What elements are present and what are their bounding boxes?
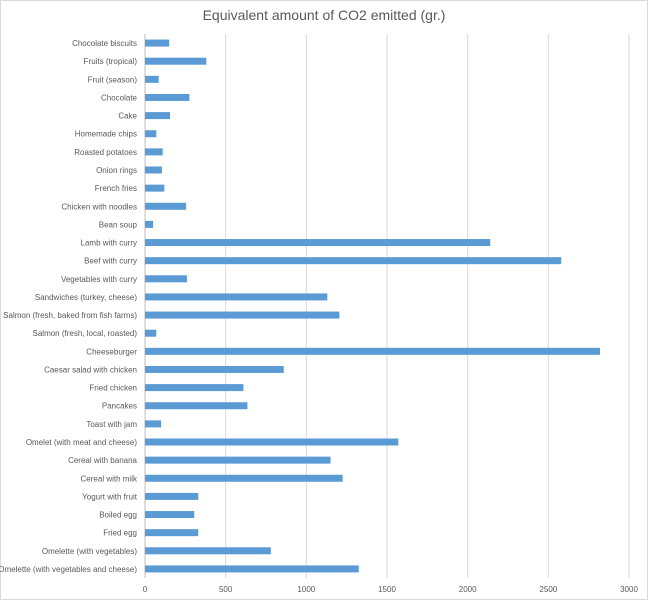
category-label: Cheeseburger — [86, 347, 137, 356]
bar — [145, 148, 163, 156]
category-label: Vegetables with curry — [61, 275, 137, 284]
bar — [145, 39, 170, 47]
category-label: French fries — [95, 184, 137, 193]
category-label: Omelette (with vegetables and cheese) — [0, 565, 137, 574]
category-label: Boiled egg — [99, 511, 137, 520]
bar — [145, 93, 190, 101]
x-tick-label: 2000 — [459, 585, 477, 594]
bar — [145, 329, 157, 337]
bar — [145, 57, 207, 65]
bar — [145, 511, 195, 519]
bar — [145, 130, 157, 138]
bar — [145, 275, 187, 283]
bar — [145, 456, 331, 464]
category-label: Onion rings — [96, 166, 137, 175]
bar — [145, 257, 562, 265]
category-label: Salmon (fresh, baked from fish farms) — [3, 311, 137, 320]
category-label: Cake — [118, 112, 137, 121]
bar — [145, 347, 600, 355]
x-tick-label: 0 — [143, 585, 148, 594]
bar — [145, 311, 340, 319]
category-label: Homemade chips — [75, 130, 137, 139]
x-tick-label: 500 — [219, 585, 233, 594]
category-label: Caesar salad with chicken — [44, 365, 137, 374]
category-label: Omelette (with vegetables) — [42, 547, 137, 556]
category-label: Chocolate biscuits — [72, 39, 137, 48]
category-label: Fruits (tropical) — [84, 57, 138, 66]
bar — [145, 420, 162, 428]
bar — [145, 220, 154, 228]
bar — [145, 474, 343, 482]
bar — [145, 384, 244, 392]
category-label: Fruit (season) — [88, 75, 138, 84]
bar — [145, 166, 162, 174]
bar — [145, 239, 491, 247]
category-label: Sandwiches (turkey, cheese) — [35, 293, 137, 302]
category-label: Beef with curry — [84, 257, 137, 266]
x-tick-label: 2500 — [539, 585, 557, 594]
category-label: Cereal with banana — [68, 456, 137, 465]
category-label: Omelet (with meat and cheese) — [26, 438, 137, 447]
category-label: Pancakes — [102, 402, 137, 411]
bar — [145, 202, 187, 210]
category-label: Chicken with noodles — [61, 202, 137, 211]
x-tick-label: 3000 — [620, 585, 638, 594]
category-label: Roasted potatoes — [74, 148, 137, 157]
bar — [145, 492, 199, 500]
bar — [145, 184, 165, 192]
category-label: Yogurt with fruit — [82, 492, 138, 501]
bar — [145, 565, 359, 573]
category-label: Salmon (fresh, local, roasted) — [33, 329, 138, 338]
category-label: Toast with jam — [86, 420, 137, 429]
chart-title: Equivalent amount of CO2 emitted (gr.) — [202, 7, 446, 23]
bar — [145, 75, 159, 83]
category-label: Cereal with milk — [81, 474, 138, 483]
bar — [145, 402, 248, 410]
x-tick-label: 1000 — [297, 585, 315, 594]
bar — [145, 293, 328, 301]
category-label: Bean soup — [99, 220, 138, 229]
category-label: Fried chicken — [89, 384, 137, 393]
bar — [145, 365, 284, 373]
category-label: Chocolate — [101, 93, 138, 102]
x-tick-label: 1500 — [378, 585, 396, 594]
category-label: Lamb with curry — [81, 239, 137, 248]
bar — [145, 438, 399, 446]
category-label: Fried egg — [103, 529, 137, 538]
bar — [145, 112, 171, 120]
bar — [145, 547, 271, 555]
bar — [145, 529, 199, 537]
